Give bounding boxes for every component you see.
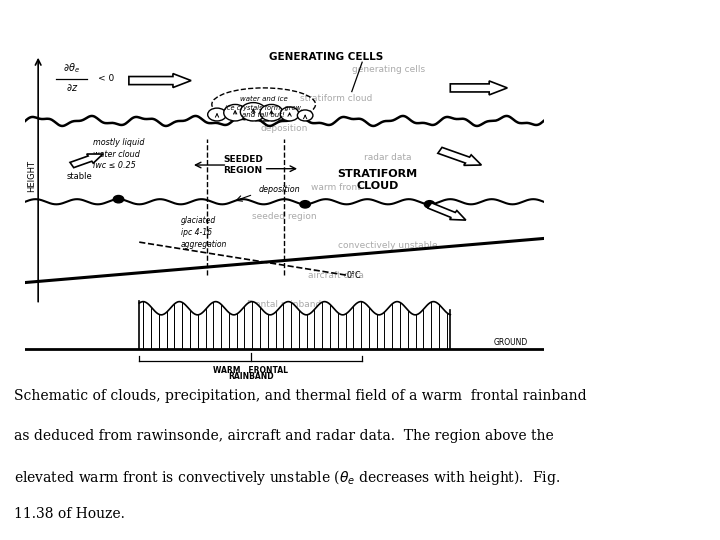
Ellipse shape <box>280 107 299 121</box>
Text: STRATIFORM
CLOUD: STRATIFORM CLOUD <box>338 169 418 191</box>
Text: stratiform cloud: stratiform cloud <box>300 94 372 104</box>
FancyArrow shape <box>450 81 508 95</box>
Ellipse shape <box>297 110 313 121</box>
FancyArrow shape <box>70 154 103 167</box>
Circle shape <box>300 201 310 208</box>
Text: RAINBAND: RAINBAND <box>228 373 274 381</box>
Text: water and ice: water and ice <box>240 96 287 102</box>
Text: SEEDED
REGION: SEEDED REGION <box>223 155 263 175</box>
Text: GENERATING CELLS: GENERATING CELLS <box>269 52 383 62</box>
Text: as deduced from rawinsonde, aircraft and radar data.  The region above the: as deduced from rawinsonde, aircraft and… <box>14 429 554 443</box>
Text: deposition: deposition <box>258 185 300 194</box>
Text: 0°C: 0°C <box>346 271 361 280</box>
Text: convectively unstable: convectively unstable <box>338 241 438 251</box>
Text: deposition: deposition <box>261 124 308 133</box>
Ellipse shape <box>224 104 246 121</box>
Text: mostly liquid
water cloud
lwc ≤ 0.25: mostly liquid water cloud lwc ≤ 0.25 <box>93 138 144 170</box>
FancyArrow shape <box>129 73 191 87</box>
Ellipse shape <box>240 103 266 121</box>
Text: aircraft data: aircraft data <box>308 271 364 280</box>
Ellipse shape <box>207 108 226 121</box>
Circle shape <box>424 201 435 208</box>
Ellipse shape <box>260 104 283 121</box>
Text: generating cells: generating cells <box>351 65 425 74</box>
Text: $\partial\theta_e$: $\partial\theta_e$ <box>63 61 81 75</box>
Text: $\partial z$: $\partial z$ <box>66 83 78 93</box>
Text: elevated warm front is convectively unstable ($\theta_e$ decreases with height).: elevated warm front is convectively unst… <box>14 468 561 487</box>
Text: seeded region: seeded region <box>252 212 317 221</box>
Text: and fall out!: and fall out! <box>243 112 285 118</box>
Text: WARM   FRONTAL: WARM FRONTAL <box>213 366 288 375</box>
Text: Schematic of clouds, precipitation, and thermal field of a warm  frontal rainban: Schematic of clouds, precipitation, and … <box>14 389 587 403</box>
Text: glaciated
ipc 4-16
aggregation: glaciated ipc 4-16 aggregation <box>181 217 227 249</box>
FancyArrow shape <box>438 147 482 165</box>
Text: ice crystals form, grow,: ice crystals form, grow, <box>225 105 302 111</box>
Text: warm front: warm front <box>311 183 361 192</box>
Text: Frontal rainband: Frontal rainband <box>247 300 322 309</box>
Circle shape <box>113 195 124 203</box>
Text: radar data: radar data <box>364 153 412 162</box>
FancyArrow shape <box>428 203 466 220</box>
Text: < 0: < 0 <box>98 74 114 83</box>
Text: stable: stable <box>67 172 92 180</box>
Text: GROUND: GROUND <box>494 338 528 347</box>
Text: HEIGHT: HEIGHT <box>27 160 36 192</box>
Text: 11.38 of Houze.: 11.38 of Houze. <box>14 508 125 522</box>
